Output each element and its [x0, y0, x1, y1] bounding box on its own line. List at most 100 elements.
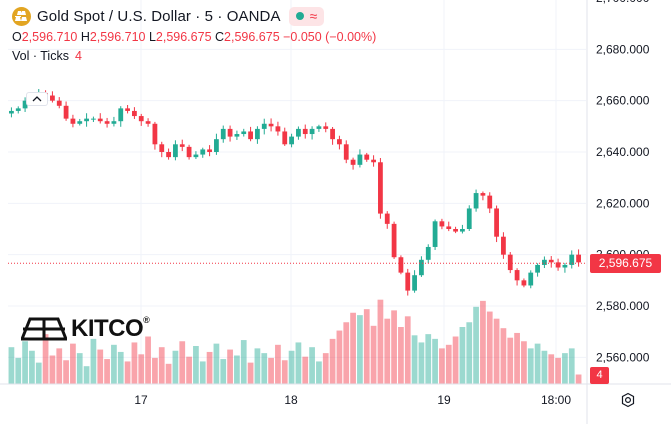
market-status-icon[interactable]: ≈: [288, 6, 325, 26]
candle-body: [145, 121, 151, 124]
volume-bar: [145, 336, 151, 384]
price-tick-label: 2,580.000: [596, 299, 650, 313]
volume-bar: [76, 353, 83, 384]
volume-bar: [15, 357, 22, 384]
candle-body: [562, 264, 568, 268]
price-tick-label: 2,700.000: [596, 0, 650, 5]
candle-body: [494, 208, 499, 237]
volume-bar: [165, 363, 172, 384]
volume-bar: [22, 341, 28, 384]
volume-bar: [42, 334, 49, 384]
chart-legend: Gold Spot / U.S. Dollar · 5 · OANDA ≈ O 2…: [12, 5, 376, 63]
candle-body: [234, 134, 240, 137]
volume-bar: [8, 347, 15, 384]
candle-body: [384, 213, 390, 224]
candle-body: [241, 131, 247, 135]
delayed-data-icon: ≈: [309, 8, 318, 24]
volume-bar: [527, 348, 534, 384]
volume-bar: [281, 360, 288, 384]
volume-bar: [295, 342, 302, 384]
candle-body: [364, 154, 370, 160]
candle-body: [138, 116, 144, 122]
candle-body: [507, 254, 513, 271]
candle-body: [391, 223, 397, 258]
volume-bar: [97, 349, 104, 384]
close-value: 2,596.675: [224, 30, 280, 44]
volume-bar: [445, 344, 452, 384]
candle-body: [555, 262, 561, 268]
candle-body: [186, 146, 192, 158]
volume-bar: [493, 318, 500, 384]
candle-body: [542, 259, 547, 265]
volume-bar: [329, 338, 336, 384]
candle-body: [521, 280, 527, 286]
volume-bar: [534, 343, 541, 384]
volume-bar: [138, 354, 145, 384]
volume-bar: [514, 332, 520, 384]
candle-body: [275, 126, 281, 132]
candle-body: [227, 128, 233, 137]
volume-bar: [343, 322, 350, 384]
candle-body: [173, 144, 178, 158]
candle-body: [77, 121, 83, 124]
volume-bar: [104, 359, 110, 384]
volume-bar: [486, 311, 493, 384]
candle-body: [166, 152, 171, 158]
volume-bar: [275, 344, 281, 384]
candle-body: [200, 149, 206, 155]
volume-bar: [350, 312, 356, 384]
candle-body: [125, 108, 130, 111]
volume-bar: [206, 351, 213, 384]
market-open-dot: [295, 12, 304, 20]
volume-bar: [500, 328, 507, 384]
candle-body: [261, 123, 267, 129]
time-tick-label: 18:00: [541, 393, 571, 407]
candle-body: [207, 149, 212, 152]
volume-bar: [575, 374, 582, 384]
chevron-up-icon: [32, 96, 42, 102]
volume-bar: [268, 357, 274, 384]
volume-bar: [466, 322, 473, 384]
candle-body: [439, 221, 445, 227]
volume-bar: [473, 306, 479, 384]
candle-body: [111, 121, 117, 124]
volume-bar: [521, 341, 527, 384]
volume-bar: [384, 318, 391, 384]
symbol-title[interactable]: Gold Spot / U.S. Dollar · 5 · OANDA: [37, 7, 281, 25]
volume-bar: [117, 351, 124, 384]
kitco-wordmark: KITCO®: [71, 315, 150, 342]
volume-bar: [425, 334, 432, 384]
volume-bar: [199, 361, 206, 384]
volume-bar: [56, 348, 63, 384]
candle-body: [405, 272, 411, 291]
candles: [9, 89, 581, 296]
volume-bar: [29, 350, 35, 384]
candle-body: [15, 108, 21, 111]
volume-bar: [261, 353, 268, 384]
volume-bar: [562, 353, 568, 384]
volume-bar: [172, 350, 179, 384]
volume-bar: [309, 347, 315, 384]
candle-body: [132, 110, 137, 117]
candle-body: [323, 126, 329, 129]
candle-body: [302, 128, 308, 135]
close-label: C: [215, 30, 225, 44]
volume-bar: [247, 362, 254, 384]
volume-bar: [404, 316, 411, 384]
settings-gear-icon[interactable]: [619, 391, 637, 409]
collapse-legend-button[interactable]: [26, 92, 48, 106]
open-label: O: [12, 30, 22, 44]
candle-body: [309, 128, 315, 135]
candle-body: [255, 128, 260, 140]
volume-bar: [179, 341, 186, 384]
volume-bar: [227, 349, 233, 384]
candle-body: [432, 221, 438, 247]
price-tick-label: 2,640.000: [596, 145, 650, 159]
volume-bar: [568, 348, 575, 384]
volume-bar: [213, 343, 220, 384]
volume-legend[interactable]: Vol · Ticks 4: [12, 49, 376, 63]
volume-bar: [452, 336, 459, 384]
